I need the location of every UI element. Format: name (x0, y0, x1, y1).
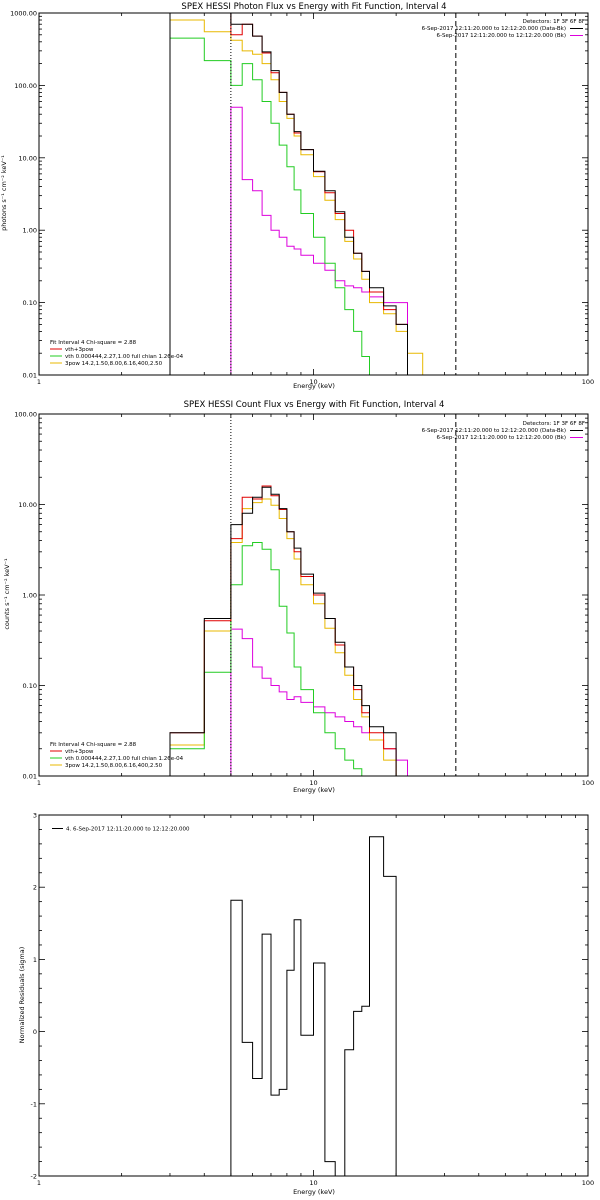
series-2-line (169, 542, 370, 776)
fit-legend: Fit Interval 4 Chi-square = 2.88 vth+3po… (50, 742, 184, 769)
x-tick-label: 100 (582, 1179, 594, 1187)
series-2-line (169, 37, 384, 375)
count-flux-plot: 1 10 100 0.01 0.10 1.00 10.00 100.00 (14, 411, 594, 788)
series-3-line (169, 498, 408, 776)
y-axis-label: counts s⁻¹ cm⁻² keV⁻¹ (3, 558, 11, 630)
x-tick-label: 10 (309, 378, 317, 386)
y-tick-label: -1 (31, 1100, 37, 1108)
x-tick-label: 1 (37, 779, 41, 787)
series-1-line (169, 13, 408, 375)
y-tick-label: 1.00 (23, 227, 37, 235)
y-tick-label: 10.00 (18, 501, 37, 509)
y-axis-label: Normalized Residuals (sigma) (18, 947, 26, 1044)
y-tick-label: 1 (33, 956, 37, 964)
y-tick-label: 0.10 (23, 299, 37, 307)
fit-legend-vth3pow: vth+3pow (65, 749, 94, 755)
photon-flux-panel: SPEX HESSI Photon Flux vs Energy with Fi… (0, 2, 594, 390)
y-tick-label: 0.10 (23, 682, 37, 690)
time-legend-bk: 6-Sep-2017 12:11:20.000 to 12:12:20.000 … (437, 33, 567, 39)
residuals-plot: 1 10 100 -2 -1 0 1 2 3 (31, 812, 595, 1188)
y-tick-label: 10.00 (18, 154, 37, 162)
series-0-line (169, 486, 397, 776)
detectors-label: Detectors: 1F 3F 6F 8F (523, 19, 585, 25)
residual-legend: 4. 6-Sep-2017 12:11:20.000 to 12:12:20.0… (52, 827, 190, 833)
series-3-line (169, 19, 424, 375)
residuals-panel: Energy (keV) Normalized Residuals (sigma… (18, 812, 594, 1197)
y-tick-label: 0.01 (23, 372, 37, 380)
time-legend-row: 6-Sep-2017 12:11:20.000 to 12:12:20.000 … (422, 26, 583, 39)
y-tick-label: 100.00 (14, 411, 37, 419)
series-0-line (230, 836, 397, 1176)
y-axis-label: photons s⁻¹ cm⁻² keV⁻¹ (0, 155, 8, 231)
y-tick-label: 100.00 (14, 82, 37, 90)
time-legend-bk: 6-Sep-2017 12:11:20.000 to 12:12:20.000 … (437, 435, 567, 441)
y-tick-label: -2 (31, 1173, 37, 1181)
time-legend-row: 6-Sep-2017 12:11:20.000 to 12:12:20.000 … (422, 428, 583, 441)
y-tick-label: 0 (33, 1028, 37, 1036)
y-tick-label: 2 (33, 884, 37, 892)
x-tick-label: 10 (309, 779, 317, 787)
x-axis-label: Energy (keV) (293, 1188, 335, 1196)
y-tick-label: 1.00 (23, 592, 37, 600)
fit-label: Fit Interval 4 Chi-square = 2.88 (50, 742, 137, 748)
chart-title: SPEX HESSI Count Flux vs Energy with Fit… (184, 400, 445, 410)
time-legend-data: 6-Sep-2017 12:11:20.000 to 12:12:20.000 … (422, 428, 566, 434)
x-tick-label: 100 (582, 779, 594, 787)
x-axis-label: Energy (keV) (293, 786, 335, 794)
x-tick-label: 1 (37, 378, 41, 386)
y-tick-label: 1000.00 (10, 10, 37, 18)
detectors-label: Detectors: 1F 3F 6F 8F (523, 421, 585, 427)
residual-legend-label: 4. 6-Sep-2017 12:11:20.000 to 12:12:20.0… (66, 827, 190, 833)
fit-legend: Fit Interval 4 Chi-square = 2.88 vth+3po… (50, 340, 184, 367)
y-tick-label: 3 (33, 812, 37, 820)
fit-legend-3pow: 3pow 14.2,1.50,8.00,6.16,400,2.50 (65, 361, 163, 367)
fit-legend-vth: vth 0.000444,2.27,1.00 full chian 1.26e-… (65, 354, 184, 360)
x-tick-label: 100 (582, 378, 594, 386)
series-4-line (230, 106, 408, 375)
series-0-line (169, 13, 408, 375)
fit-legend-vth3pow: vth+3pow (65, 347, 94, 353)
plot-frame (38, 12, 589, 376)
x-axis-label: Energy (keV) (293, 382, 335, 390)
x-tick-label: 1 (37, 1179, 41, 1187)
series-4-line (230, 628, 408, 776)
time-legend-data: 6-Sep-2017 12:11:20.000 to 12:12:20.000 … (422, 26, 566, 32)
fit-legend-3pow: 3pow 14.2,1.50,8.00,6.16,400,2.50 (65, 763, 163, 769)
fit-label: Fit Interval 4 Chi-square = 2.88 (50, 340, 137, 346)
x-tick-label: 10 (309, 1179, 317, 1187)
photon-flux-plot: 1 10 100 0.01 0.10 1.00 10.00 100.00 1000.00 (10, 10, 594, 387)
chart-title: SPEX HESSI Photon Flux vs Energy with Fi… (181, 2, 446, 12)
y-tick-label: 0.01 (23, 773, 37, 781)
fit-legend-vth: vth 0.000444,2.27,1.00 full chian 1.26e-… (65, 756, 184, 762)
count-flux-panel: SPEX HESSI Count Flux vs Energy with Fit… (3, 400, 594, 794)
